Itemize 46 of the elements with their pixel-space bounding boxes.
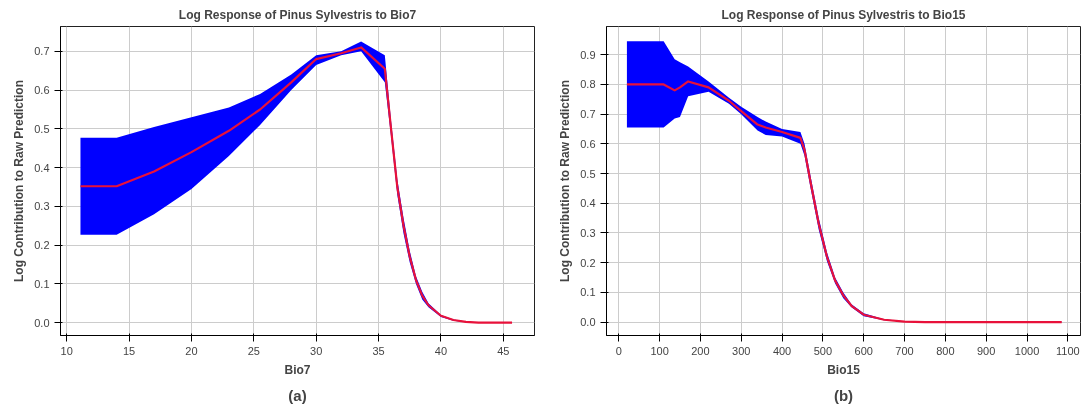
x-tick-label: 15 bbox=[122, 344, 136, 357]
y-tick-label: 0.5 bbox=[580, 167, 596, 180]
x-tick-label: 300 bbox=[732, 344, 751, 357]
chart-title: Log Response of Pinus Sylvestris to Bio7 bbox=[178, 7, 417, 22]
y-tick-label: 0.2 bbox=[34, 239, 50, 252]
x-tick-label: 600 bbox=[854, 344, 873, 357]
y-tick-label: 0.6 bbox=[34, 84, 50, 97]
x-tick-label: 500 bbox=[813, 344, 833, 357]
y-tick-label: 0.0 bbox=[580, 316, 596, 329]
x-tick-label: 25 bbox=[247, 344, 260, 357]
x-tick-label: 200 bbox=[691, 344, 710, 357]
x-tick-label: 900 bbox=[977, 344, 996, 357]
y-tick-label: 0.2 bbox=[580, 256, 596, 269]
y-tick-label: 0.1 bbox=[580, 286, 596, 299]
y-tick-label: 0.0 bbox=[34, 316, 50, 329]
text: (a) bbox=[288, 386, 307, 404]
y-tick-label: 0.7 bbox=[34, 45, 50, 58]
y-tick-label: 0.8 bbox=[580, 78, 596, 91]
y-tick-label: 0.7 bbox=[580, 108, 596, 121]
x-tick-label: 0 bbox=[615, 344, 622, 357]
y-tick-label: 0.5 bbox=[34, 122, 50, 135]
x-tick-label: 35 bbox=[372, 344, 385, 357]
y-tick-label: 0.4 bbox=[34, 161, 50, 174]
x-tick-label: 40 bbox=[434, 344, 448, 357]
x-tick-label: 400 bbox=[772, 344, 792, 357]
x-tick-label: 1000 bbox=[1014, 344, 1040, 357]
y-tick-label: 0.1 bbox=[34, 277, 50, 290]
x-tick-label: 1100 bbox=[1056, 344, 1080, 357]
y-tick-label: 0.3 bbox=[580, 227, 596, 239]
x-tick-label: 100 bbox=[650, 344, 669, 357]
y-tick-label: 0.9 bbox=[580, 48, 596, 61]
text: (b) bbox=[833, 386, 854, 404]
y-tick-label: 0.3 bbox=[34, 200, 50, 213]
y-tick-label: 0.6 bbox=[580, 137, 596, 150]
x-tick-label: 30 bbox=[310, 344, 323, 357]
x-axis-title: Bio15 bbox=[827, 362, 861, 377]
y-tick-label: 0.4 bbox=[580, 197, 596, 210]
x-tick-label: 700 bbox=[895, 344, 914, 357]
x-axis-title: Bio7 bbox=[284, 362, 311, 377]
x-tick-label: 45 bbox=[497, 344, 510, 357]
x-tick-label: 800 bbox=[936, 344, 955, 357]
x-tick-label: 20 bbox=[185, 344, 198, 357]
x-tick-label: 10 bbox=[60, 344, 73, 357]
y-axis-title: Log Contribution to Raw Prediction bbox=[558, 80, 573, 282]
y-axis-title: Log Contribution to Raw Prediction bbox=[12, 80, 27, 282]
chart-title: Log Response of Pinus Sylvestris to Bio15 bbox=[721, 7, 966, 22]
